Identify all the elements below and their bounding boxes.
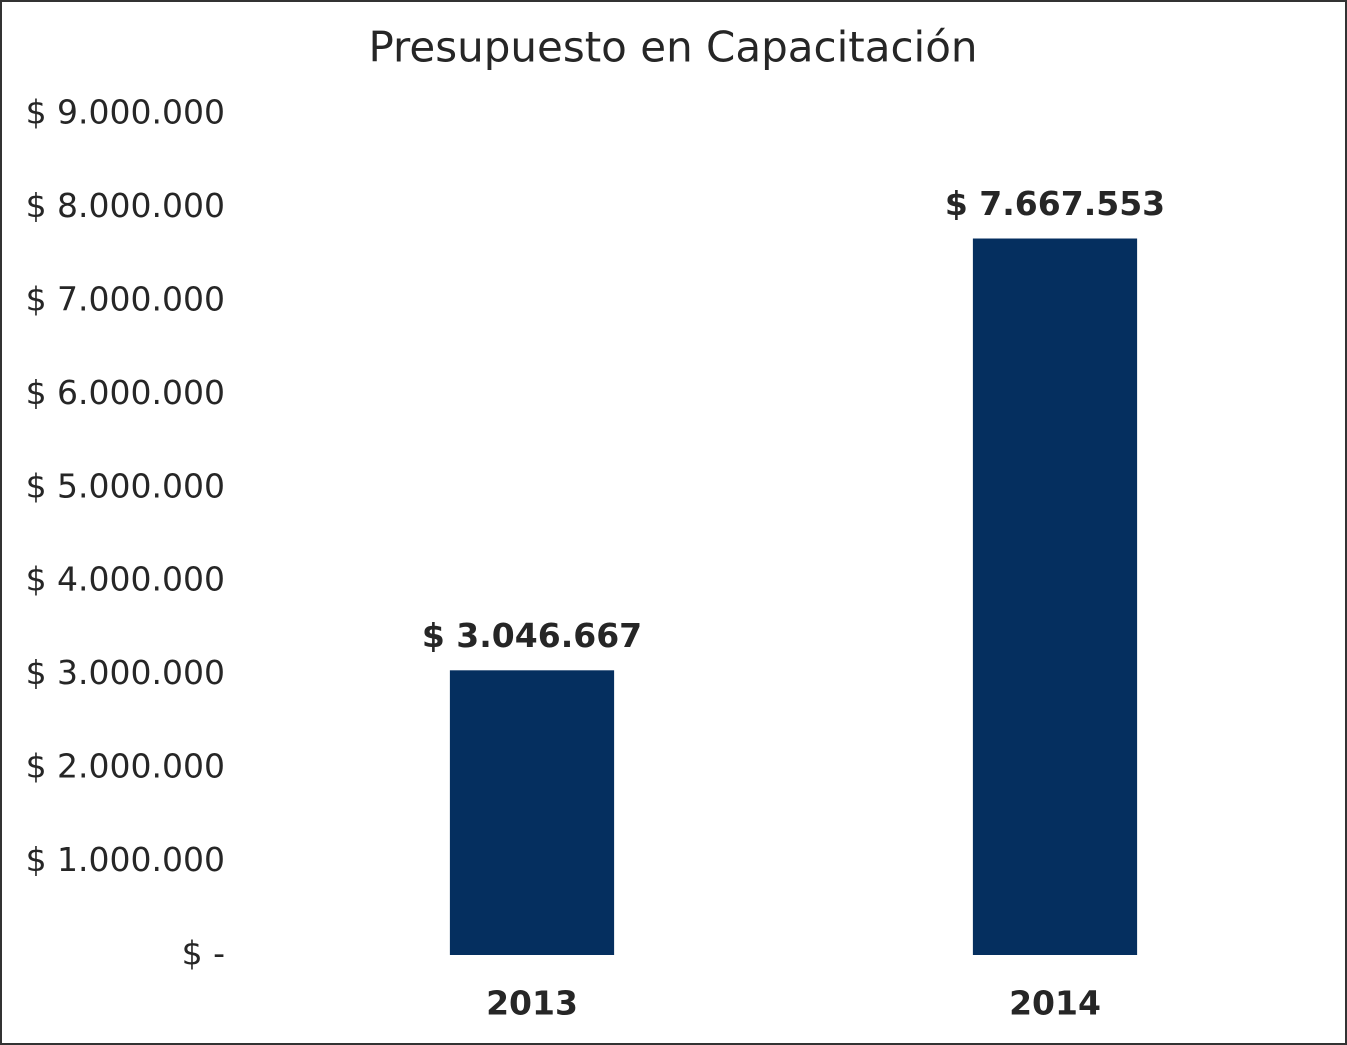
x-tick-label: 2013 [486,984,578,1023]
y-tick-label: $ 1.000.000 [26,840,225,879]
bar [449,670,615,955]
data-label: $ 7.667.553 [945,184,1165,223]
y-tick-label: $ 9.000.000 [26,93,225,132]
y-tick-label: $ 7.000.000 [26,279,225,318]
x-tick-label: 2014 [1009,984,1101,1023]
chart-title: Presupuesto en Capacitación [368,23,977,72]
y-tick-label: $ - [182,934,225,973]
y-tick-label: $ 5.000.000 [26,466,225,505]
y-tick-label: $ 4.000.000 [26,560,225,599]
y-tick-label: $ 2.000.000 [26,747,225,786]
data-label: $ 3.046.667 [422,616,642,655]
y-tick-label: $ 3.000.000 [26,653,225,692]
y-tick-label: $ 6.000.000 [26,373,225,412]
bar [972,238,1138,955]
y-tick-label: $ 8.000.000 [26,186,225,225]
